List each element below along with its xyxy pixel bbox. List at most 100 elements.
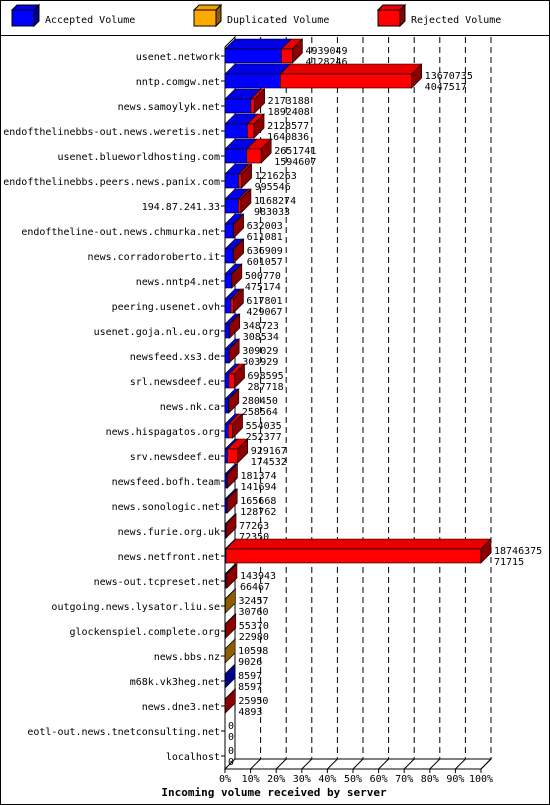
grid-floor-tick — [301, 758, 313, 770]
value-label-total: 4939049 — [305, 46, 347, 57]
server-label: newsfeed.xs3.de — [130, 352, 220, 363]
server-label: endofthelinebbs-out.news.weretis.net — [3, 127, 220, 138]
value-label-total: 309029 — [242, 346, 278, 357]
server-label: news.nk.ca — [160, 402, 220, 413]
bar-side — [232, 413, 243, 439]
bar-side — [237, 438, 248, 464]
bar-side — [254, 88, 265, 114]
value-label-total: 929167 — [251, 446, 287, 457]
value-label-total: 2173188 — [268, 96, 310, 107]
bar-side — [228, 388, 240, 414]
bar-rejected — [225, 548, 482, 564]
value-label-accepted: 1892408 — [268, 107, 310, 118]
value-label-total: 2128577 — [267, 121, 309, 132]
bar-side — [225, 688, 236, 714]
x-tick-label: 40% — [318, 774, 336, 785]
bar-rejected — [227, 448, 238, 464]
bar-side — [227, 463, 238, 489]
bar-accepted — [224, 373, 230, 389]
bar-accepted — [224, 298, 232, 314]
server-label: news.samoylyk.net — [118, 102, 220, 113]
server-label: eotl-out.news.tnetconsulting.net — [27, 727, 220, 738]
bar-rejected — [247, 123, 255, 139]
bar-rejected — [281, 48, 293, 64]
value-label-total: 25950 — [238, 696, 268, 707]
server-label: srl.newsdeef.eu — [130, 377, 220, 388]
bar-side — [224, 638, 236, 664]
plot-area: 0% 10% 20% 30% 40% 50% 60% 70% 80% 90% 100% usenet.… — [3, 35, 542, 785]
grid-floor-tick — [429, 758, 441, 770]
grid-floor-tick — [480, 758, 492, 770]
value-label-accepted: 475174 — [245, 282, 281, 293]
server-label: news.sonologic.net — [112, 502, 220, 513]
bar-accepted — [224, 323, 230, 339]
server-label: endoftheline-out.news.chmurka.net — [21, 227, 220, 238]
x-tick-label: 70% — [395, 774, 413, 785]
value-label-accepted: 287718 — [248, 382, 284, 393]
bar-accepted — [224, 223, 234, 239]
value-label-total: 500770 — [245, 271, 281, 282]
bar-rejected — [279, 73, 412, 89]
value-label-total: 32457 — [238, 596, 268, 607]
bar-rejected — [228, 373, 235, 389]
x-tick-label: 30% — [293, 774, 311, 785]
bar-accepted — [224, 198, 239, 214]
value-label-accepted: 983033 — [254, 207, 290, 218]
x-tick-label: 10% — [242, 774, 260, 785]
bar-accepted — [224, 348, 230, 364]
value-label-accepted: 303929 — [242, 357, 278, 368]
value-label-total: 55370 — [239, 621, 269, 632]
bar-rejected — [230, 298, 234, 314]
server-label: 194.87.241.33 — [142, 202, 220, 213]
value-label-total: 181374 — [240, 471, 276, 482]
server-label: news.corradoroberto.it — [88, 252, 220, 263]
bar-accepted — [224, 173, 239, 189]
value-label-accepted: 308534 — [243, 332, 279, 343]
grid-floor-tick — [352, 758, 364, 770]
bar-row: endoftheline-out.news.chmurka.net 6320036… — [21, 213, 283, 243]
legend-item-0: Accepted Volume — [10, 3, 135, 28]
value-label-total: 0 — [228, 721, 234, 732]
value-label-total: 0 — [228, 746, 234, 757]
value-label-accepted: 611081 — [247, 232, 283, 243]
bar-rejected — [238, 198, 242, 214]
bar-side — [229, 313, 241, 339]
bar-side — [231, 263, 243, 289]
server-label: news.bbs.nz — [154, 652, 220, 663]
server-label: srv.newsdeef.eu — [130, 452, 220, 463]
bar-side — [234, 363, 245, 389]
bar-side — [292, 38, 303, 64]
server-label: news.furie.org.uk — [118, 527, 220, 538]
server-label: usenet.network — [136, 52, 220, 63]
bar-side — [226, 563, 238, 589]
value-label-accepted: 4128246 — [305, 57, 347, 68]
x-tick-label: 20% — [267, 774, 285, 785]
value-label-total: 143943 — [240, 571, 276, 582]
bar-row: localhost 00 — [166, 746, 234, 768]
value-label-accepted: 9026 — [238, 657, 262, 668]
bar-side — [224, 663, 236, 689]
value-label-total: 8597 — [238, 671, 262, 682]
value-label-accepted: 8597 — [238, 682, 262, 693]
bar-accepted — [224, 398, 229, 414]
x-tick-label: 90% — [446, 774, 464, 785]
x-tick-label: 0% — [219, 774, 231, 785]
server-label: peering.usenet.ovh — [112, 302, 220, 313]
value-label-total: 1216263 — [255, 171, 297, 182]
legend-item-2: Rejected Volume — [376, 3, 501, 28]
